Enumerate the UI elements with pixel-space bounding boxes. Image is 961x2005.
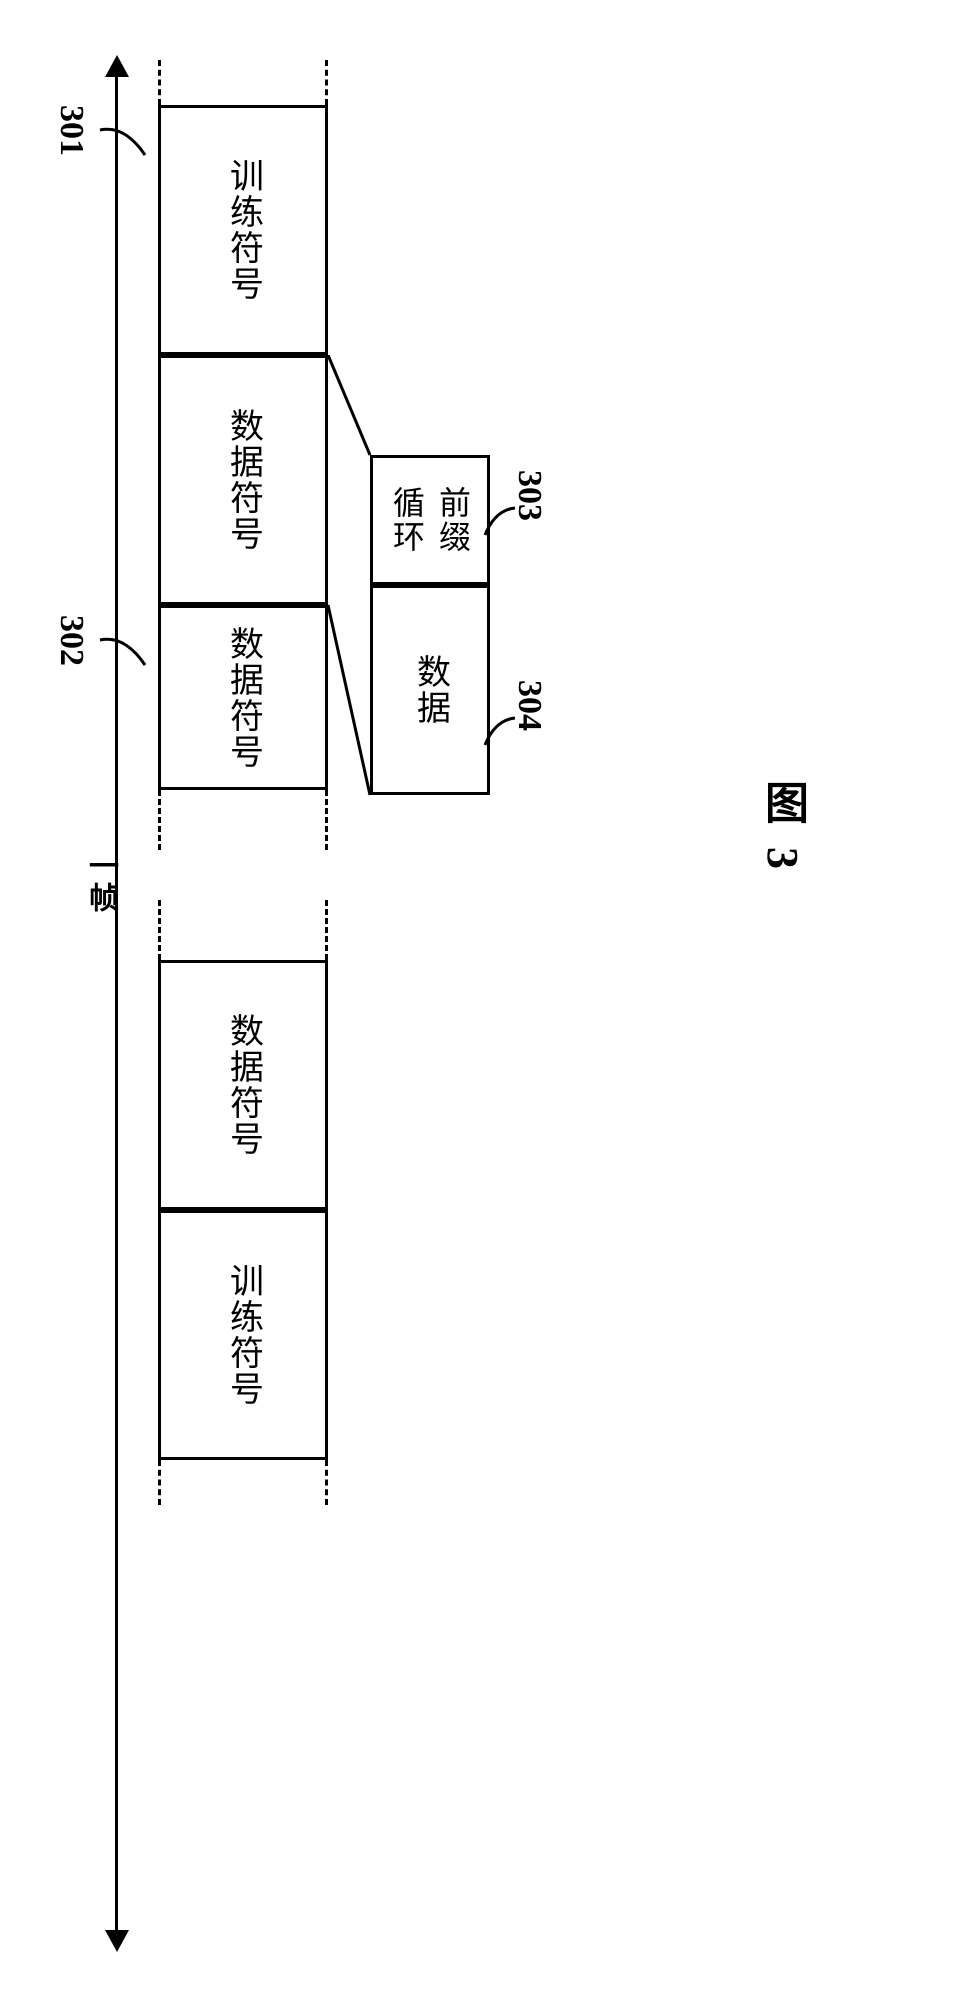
dash-top-left <box>158 60 161 105</box>
cyclic-prefix-line1: 循环 <box>384 486 430 554</box>
block-data-3-label: 数据符号 <box>219 1013 268 1157</box>
figure-caption: 图 3 <box>750 780 814 875</box>
block-data-2-label: 数据符号 <box>219 626 268 770</box>
frame-label: 一帧 <box>78 850 122 914</box>
ref-303-hook <box>480 500 530 560</box>
ref-304-hook <box>480 710 530 770</box>
block-data-3: 数据符号 <box>158 960 328 1210</box>
dash-mid-left-a <box>158 790 161 850</box>
frame-arrow-line <box>115 70 118 1940</box>
frame-arrow-head-bottom <box>105 1930 129 1952</box>
figure-canvas: 一帧 训练符号 数据符号 数据符号 数据符号 训练符号 301 302 <box>0 0 961 2005</box>
dash-mid-right-b <box>325 900 328 960</box>
ref-301: 301 <box>52 105 90 156</box>
dash-mid-left-b <box>158 900 161 960</box>
block-cyclic-prefix: 循环 前缀 <box>370 455 490 585</box>
dash-top-right <box>325 60 328 105</box>
ref-302: 302 <box>52 615 90 666</box>
block-data-1-label: 数据符号 <box>219 408 268 552</box>
ref-301-hook <box>90 120 170 180</box>
data-detail-label: 数据 <box>406 654 455 726</box>
block-data-2: 数据符号 <box>158 605 328 790</box>
dash-bot-left <box>158 1460 161 1505</box>
frame-arrow-head-top <box>105 55 129 77</box>
block-training-2-label: 训练符号 <box>219 1263 268 1407</box>
block-data-1: 数据符号 <box>158 355 328 605</box>
block-training-2: 训练符号 <box>158 1210 328 1460</box>
block-data-detail: 数据 <box>370 585 490 795</box>
block-training-1-label: 训练符号 <box>219 158 268 302</box>
cyclic-prefix-line2: 前缀 <box>430 486 476 554</box>
block-training-1: 训练符号 <box>158 105 328 355</box>
dash-bot-right <box>325 1460 328 1505</box>
ref-302-hook <box>90 630 170 690</box>
